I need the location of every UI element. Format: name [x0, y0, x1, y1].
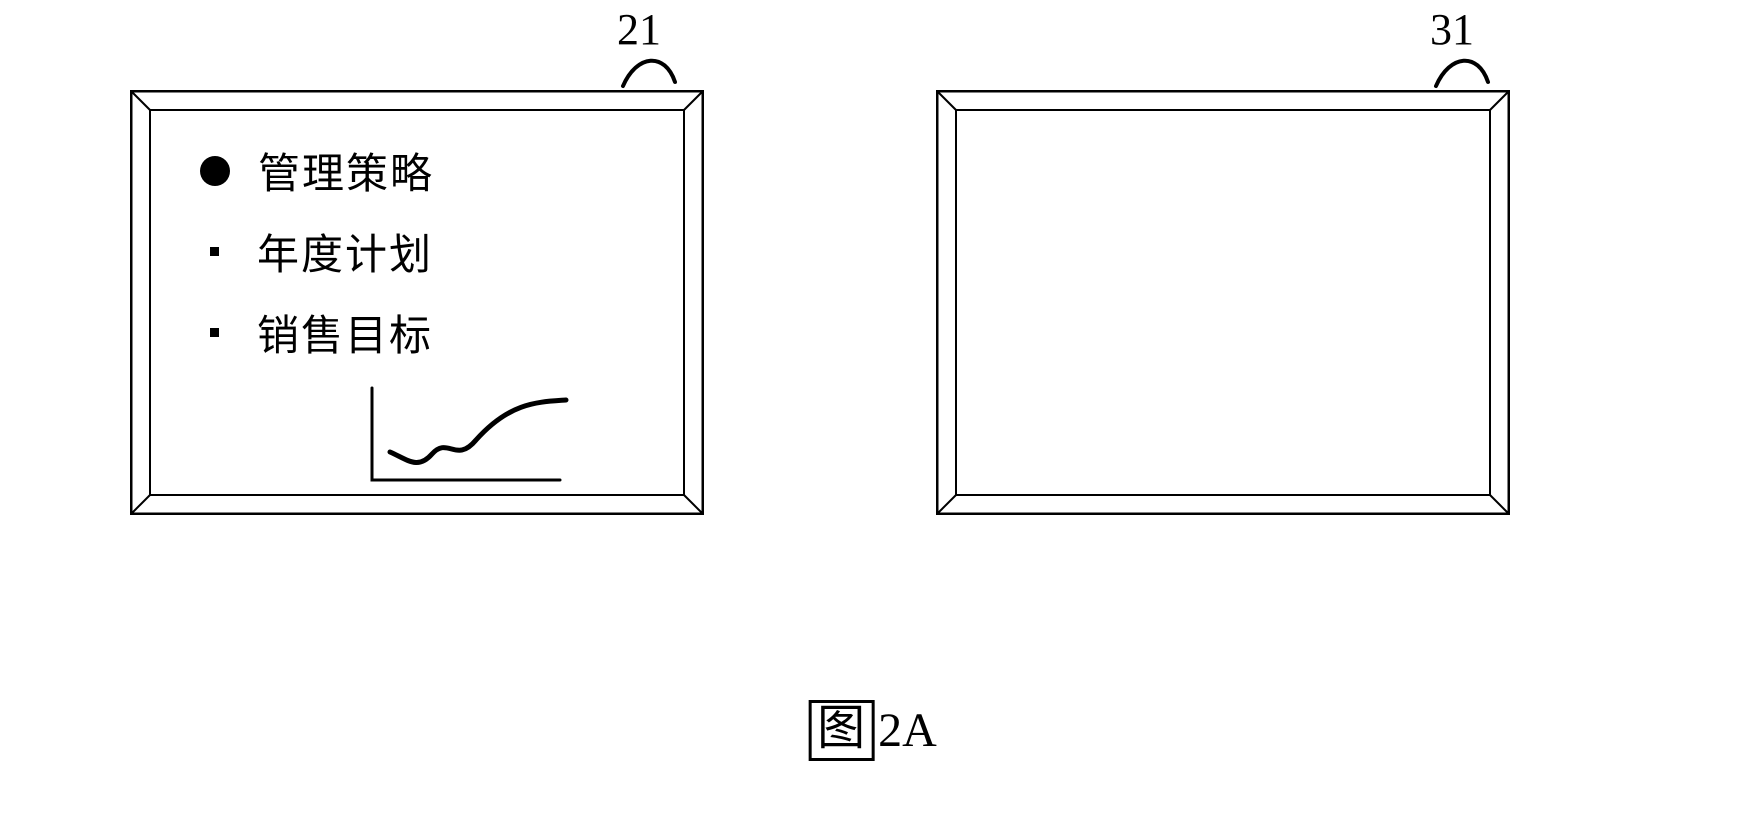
panel-right [936, 90, 1510, 515]
sketch-chart-curve [390, 400, 566, 463]
bullet-filled-circle-icon [200, 156, 230, 186]
figure-caption-number: 2A [878, 703, 937, 758]
list-item-label: 管理策略 [258, 140, 434, 201]
panel-left-wrap: 管理策略 年度计划 销售目标 [130, 90, 704, 515]
list-item: 年度计划 [200, 221, 674, 282]
panel-left-leader-line [615, 34, 685, 94]
list-item-label: 年度计划 [257, 221, 433, 282]
figure-caption-prefix: 图 [808, 700, 874, 761]
sketch-chart-icon [360, 380, 580, 490]
panel-right-wrap [936, 90, 1510, 515]
panel-right-leader-line [1428, 34, 1498, 94]
list-item-label: 销售目标 [257, 302, 433, 363]
bullet-dot-icon [210, 247, 219, 256]
bullet-dot-icon [210, 328, 219, 337]
figure-caption: 图 2A [808, 700, 937, 761]
list-item: 销售目标 [200, 302, 674, 363]
panel-left-content: 管理策略 年度计划 销售目标 [200, 140, 674, 383]
figure-canvas: 21 管理策略 年度计划 销售目标 [0, 0, 1745, 823]
panel-left: 管理策略 年度计划 销售目标 [130, 90, 704, 515]
list-item: 管理策略 [200, 140, 674, 201]
panel-right-frame [936, 90, 1510, 515]
